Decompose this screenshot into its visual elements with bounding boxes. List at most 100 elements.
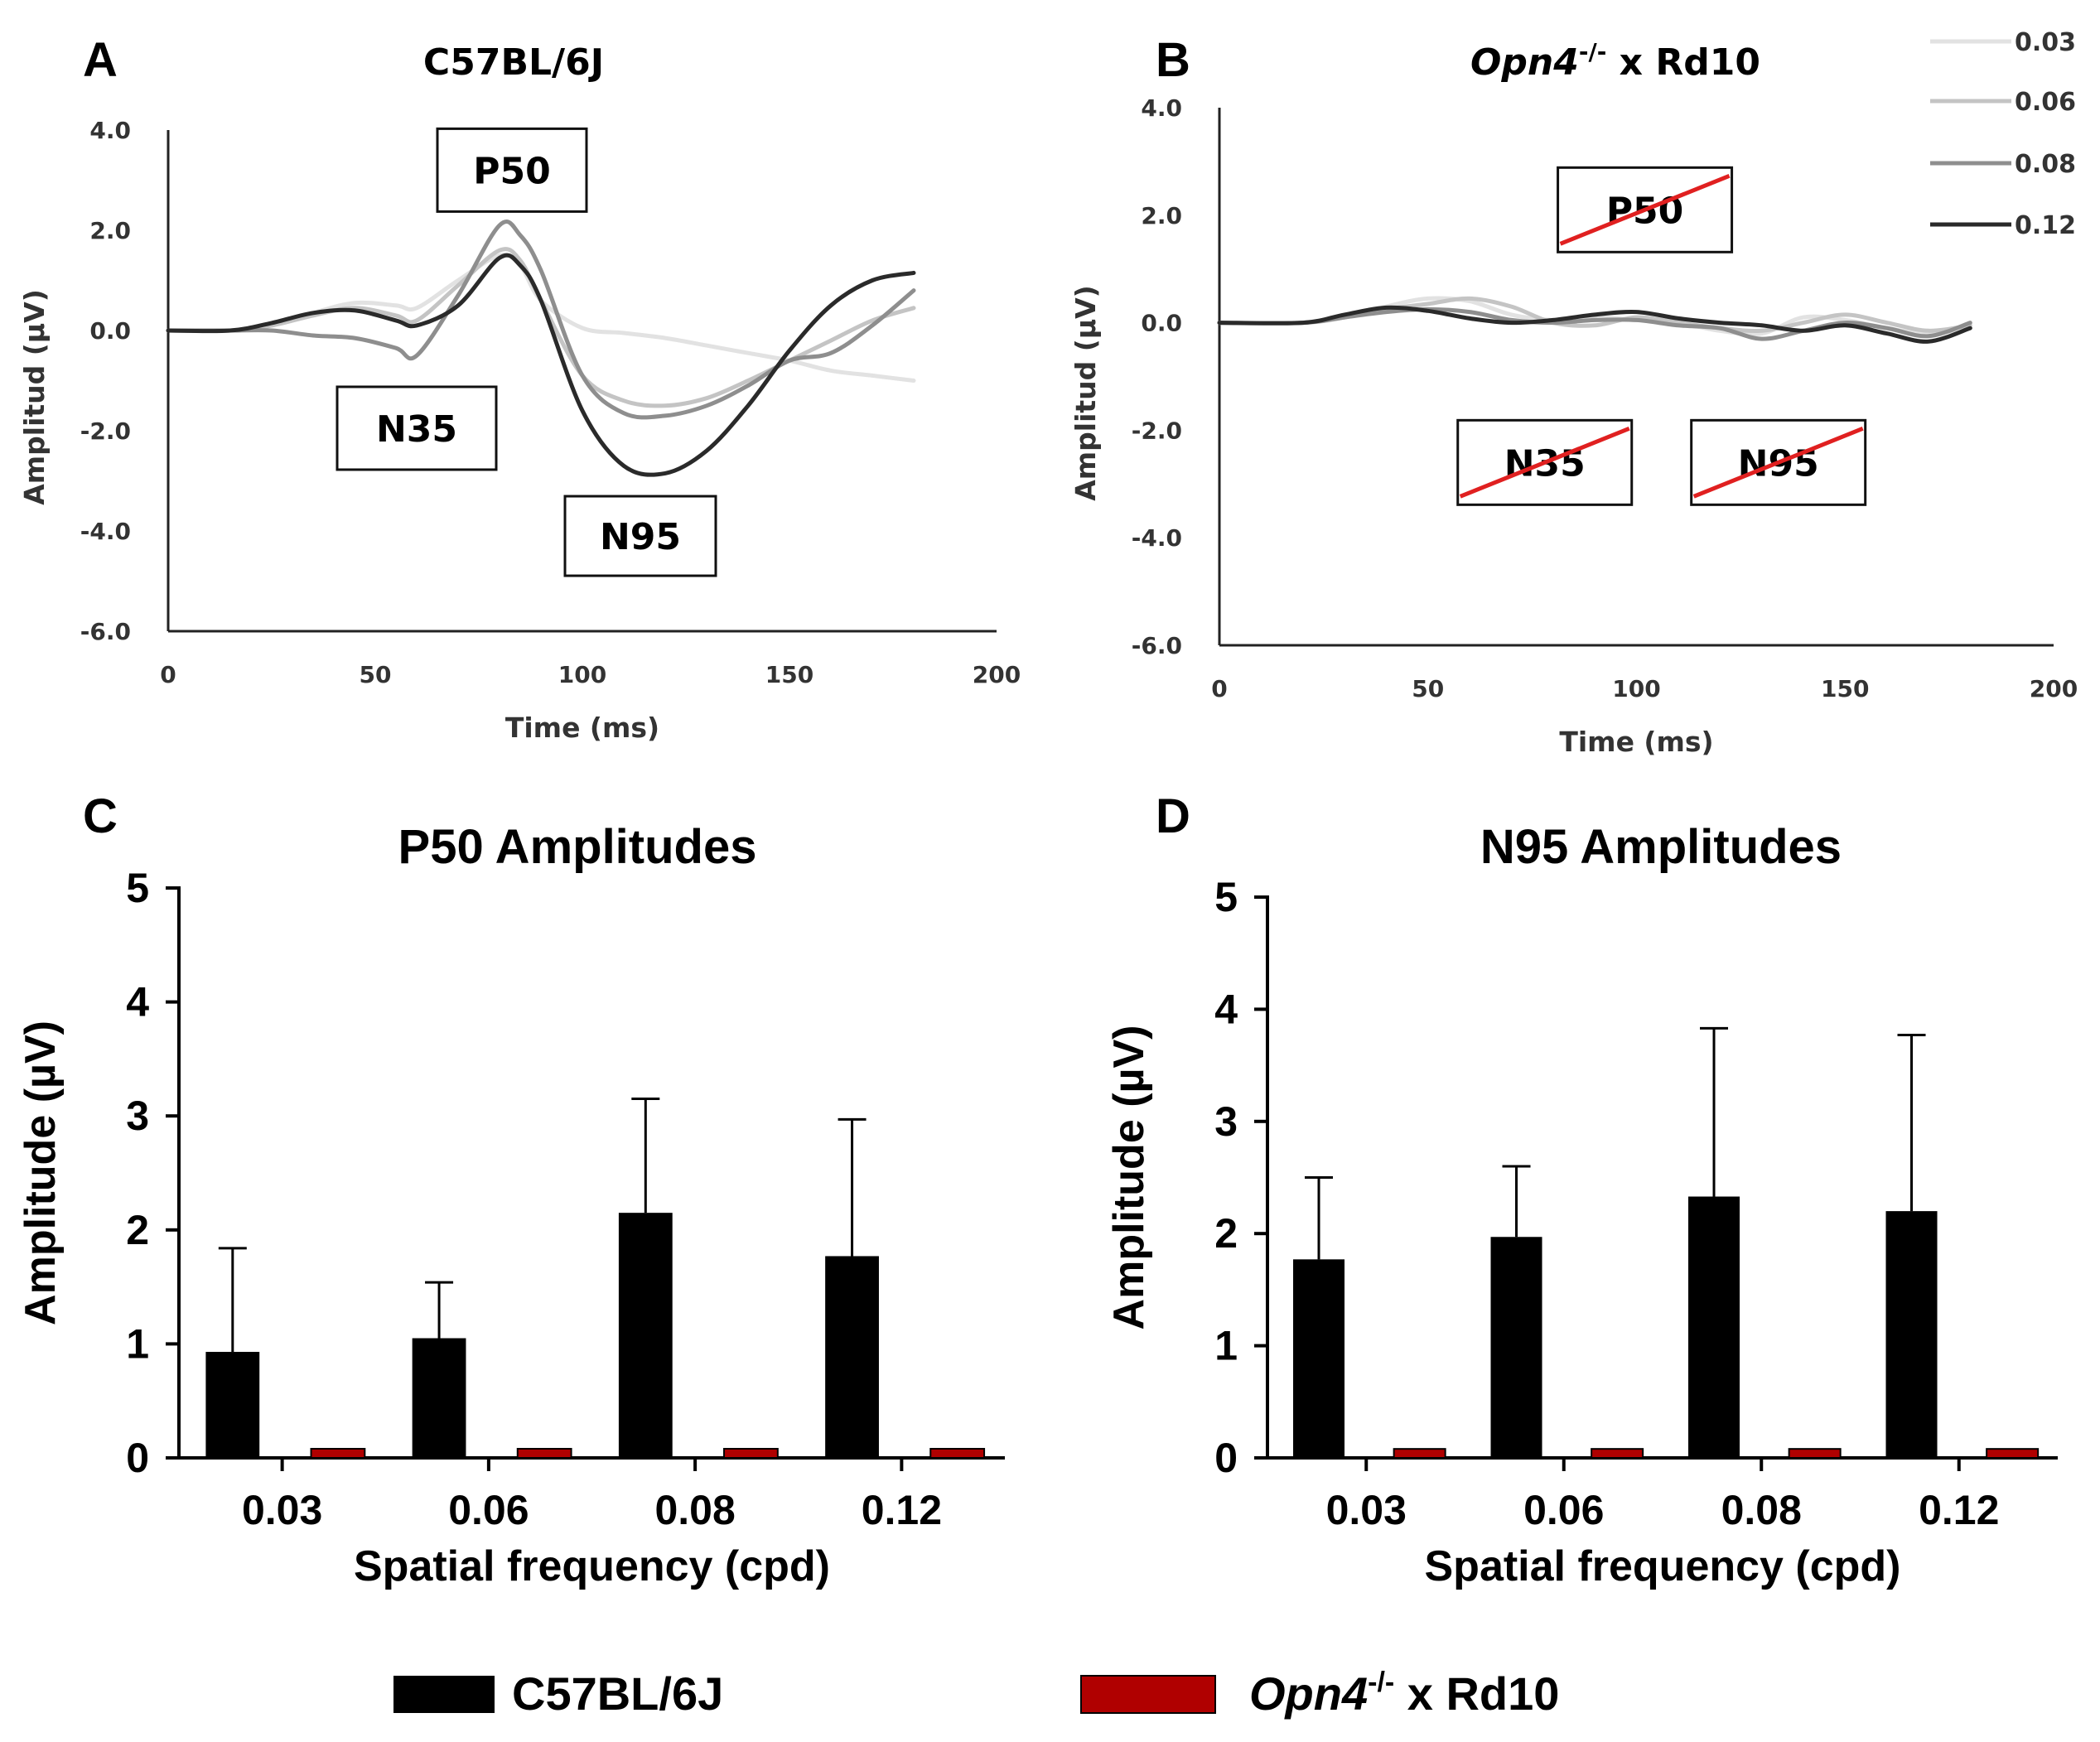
panel-c-ytick-label: 0	[126, 1435, 149, 1481]
panel-d-xtick-label: 0.06	[1523, 1487, 1604, 1533]
panel-c-ytick-label: 5	[126, 865, 149, 911]
panel-c-bar-ko-0.03	[310, 1447, 366, 1459]
panel-b-series-line-0.12	[1217, 305, 1972, 344]
panel-b-title-italic: Opn4	[1470, 41, 1579, 84]
panel-b-y-axis-label: Amplitud (µV)	[1069, 285, 1102, 501]
panel-a-annotation-label-n95: N95	[600, 516, 681, 558]
panel-b-xtick-label: 200	[2030, 675, 2078, 702]
panel-c-x-axis-label: Spatial frequency (cpd)	[354, 1542, 830, 1590]
panel-b-legend-label-0.06: 0.06	[2015, 88, 2076, 117]
panel-a-xtick-label: 200	[973, 661, 1021, 688]
panel-c-ytick-label: 2	[126, 1207, 149, 1253]
panel-a-annotations: P50 N35 N95	[336, 127, 717, 577]
panel-d-bar-wt-0.12	[1885, 1211, 1938, 1458]
panel-a-ytick-label: 2.0	[89, 217, 131, 244]
panel-d-bar-ko-0.08	[1788, 1448, 1842, 1459]
panel-letter-c: C	[83, 789, 118, 843]
panel-b-title: Opn4-/- x Rd10	[1470, 38, 1760, 84]
panel-c-bar-wt-0.12	[825, 1256, 879, 1458]
legend-label-wt: C57BL/6J	[512, 1667, 723, 1720]
panel-b-series-line-0.08	[1217, 306, 1972, 341]
panel-b-ytick-label: 2.0	[1141, 202, 1182, 229]
panel-a-annotation-label-p50: P50	[473, 150, 550, 192]
panel-d-bar-ko-0.06	[1591, 1448, 1644, 1459]
panel-d-ytick-label: 5	[1214, 874, 1238, 920]
panel-a-lines	[166, 220, 916, 477]
panel-b-ytick-label: -2.0	[1132, 417, 1182, 444]
panel-d-ytick-label: 2	[1214, 1210, 1238, 1257]
panel-d-bar-wt-0.08	[1688, 1196, 1740, 1458]
panel-c-bar-ko-0.08	[723, 1447, 779, 1459]
panel-d-ytick-label: 1	[1214, 1323, 1238, 1369]
panel-b-title-rest: x Rd10	[1606, 41, 1760, 84]
panel-b-title-sup: -/-	[1579, 38, 1606, 65]
panel-c-axes: 0 1 2 3 4 5 0.03 0.06 0.08 0.12 Spatial frequency …	[17, 865, 1005, 1590]
panel-b-waveform: Opn4-/- x Rd10 4.0 2.0 0.0 -2.0 -4.0 -6.0 0 50 1…	[1069, 28, 2078, 758]
panel-a-xtick-label: 150	[765, 661, 813, 688]
panel-d-xtick-label: 0.08	[1721, 1487, 1802, 1533]
panel-b-strike-line-p50	[1559, 173, 1731, 246]
panel-d-ytick-label: 0	[1214, 1435, 1238, 1481]
panel-d-bars	[1293, 1026, 2040, 1459]
legend-swatch-ko	[1080, 1675, 1216, 1714]
panel-b-ytick-label: 0.0	[1141, 310, 1182, 337]
panel-b-xtick-label: 0	[1211, 675, 1227, 702]
panel-b-xtick-label: 50	[1412, 675, 1444, 702]
panel-c-xtick-label: 0.03	[242, 1487, 322, 1533]
panel-a-y-axis-label: Amplitud (µV)	[18, 289, 51, 505]
panel-b-ytick-label: -4.0	[1132, 524, 1182, 552]
panel-a-ytick-label: -4.0	[80, 518, 131, 545]
legend-label-ko-sup: -/-	[1368, 1667, 1394, 1698]
panel-d-ytick-label: 3	[1214, 1098, 1238, 1145]
panel-a-series-line-0.08	[166, 220, 916, 420]
panel-a-annotation-box-p50	[436, 127, 588, 213]
panel-c-bar-wt-0.08	[618, 1213, 673, 1458]
panel-c-ytick-label: 1	[126, 1320, 149, 1367]
panel-c-title: P50 Amplitudes	[398, 820, 757, 874]
panel-a-xtick-label: 0	[160, 661, 176, 688]
panel-b-lines	[1217, 296, 1972, 344]
panel-a-annotation-box-n95	[563, 495, 717, 577]
panel-c-xtick-label: 0.06	[448, 1487, 529, 1533]
panel-d-y-axis-label: Amplitude (µV)	[1105, 1025, 1153, 1330]
bottom-legend: C57BL/6J Opn4-/- x Rd10	[393, 1667, 1559, 1720]
panel-b-xtick-label: 150	[1821, 675, 1869, 702]
panel-a-axes: 4.0 2.0 0.0 -2.0 -4.0 -6.0 0 50 100 150 200 Time (m…	[18, 117, 1021, 744]
panel-b-x-axis-label: Time (ms)	[1559, 726, 1713, 758]
panel-b-axes: 4.0 2.0 0.0 -2.0 -4.0 -6.0 0 50 100 150 200 Time (m…	[1069, 94, 2078, 758]
panel-d-ytick-label: 4	[1214, 986, 1238, 1032]
panel-letter-b: B	[1156, 33, 1190, 87]
panel-d-axes: 0 1 2 3 4 5 0.03 0.06 0.08 0.12 Spatial frequency …	[1105, 874, 2058, 1590]
panel-c-bar-wt-0.06	[412, 1338, 466, 1458]
panel-a-annotation-label-n35: N35	[376, 408, 457, 451]
panel-a-annotation-box-n35	[336, 385, 498, 471]
legend-label-ko: Opn4-/- x Rd10	[1249, 1667, 1559, 1720]
panel-a-waveform: C57BL/6J 4.0 2.0 0.0 -2.0 -4.0 -6.0 0 50 100 150 2…	[18, 41, 1021, 744]
panel-c-ytick-label: 3	[126, 1093, 149, 1139]
legend-swatch-wt	[393, 1676, 495, 1713]
panel-c-y-axis-label: Amplitude (µV)	[17, 1021, 65, 1325]
legend-label-ko-italic: Opn4	[1249, 1667, 1368, 1720]
panel-c-ytick-label: 4	[126, 979, 149, 1025]
panel-b-legend: 0.03 0.06 0.08 0.12	[1930, 28, 2076, 240]
panel-d-x-axis-label: Spatial frequency (cpd)	[1425, 1542, 1901, 1590]
panel-b-legend-label-0.12: 0.12	[2015, 211, 2076, 240]
panel-a-series-line-0.12	[166, 253, 916, 477]
panel-c-xtick-label: 0.12	[862, 1487, 942, 1533]
panel-a-xtick-label: 50	[360, 661, 392, 688]
panel-d-xtick-label: 0.12	[1919, 1487, 1999, 1533]
panel-b-legend-label-0.03: 0.03	[2015, 28, 2076, 57]
panel-a-ytick-label: -6.0	[80, 618, 131, 645]
panel-b-strike-line-n95	[1692, 427, 1864, 499]
panel-b-strike-line-n35	[1459, 427, 1630, 499]
panel-c-bar-wt-0.03	[205, 1352, 260, 1458]
panel-d-bar-ko-0.03	[1393, 1448, 1446, 1459]
panel-a-title: C57BL/6J	[423, 41, 604, 84]
panel-a-x-axis-label: Time (ms)	[505, 712, 659, 744]
panel-c-bar-chart: P50 Amplitudes 0 1 2 3 4 5 0.03 0.06 0.08 0.12 Spa…	[17, 820, 1005, 1590]
panel-c-bar-ko-0.06	[516, 1447, 572, 1459]
panel-c-bars	[205, 1098, 986, 1459]
legend-label-ko-rest: x Rd10	[1394, 1667, 1559, 1720]
